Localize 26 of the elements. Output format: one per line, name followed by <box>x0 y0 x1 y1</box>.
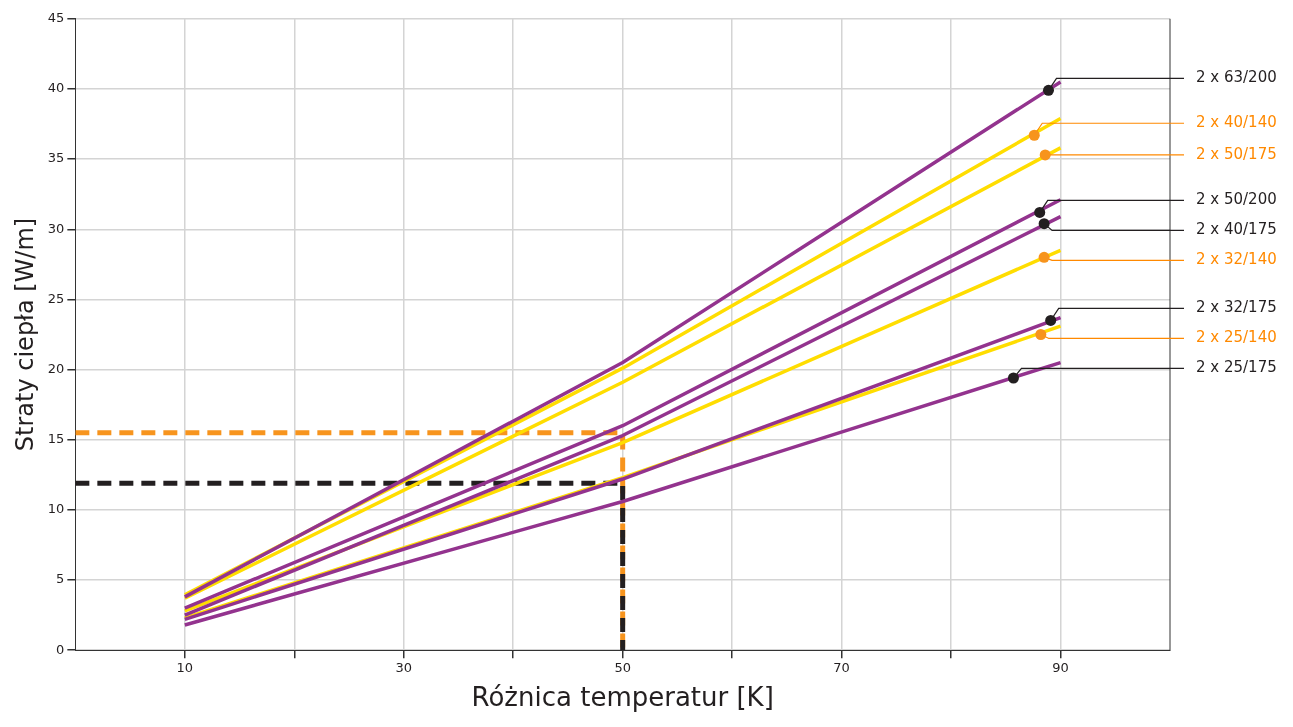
annotation: 2 x 40/140 <box>1196 113 1277 132</box>
x-tick-label: 90 <box>1052 660 1069 676</box>
x-tick-label: 30 <box>395 660 413 676</box>
y-tick-label: 25 <box>47 290 65 306</box>
y-tick-label: 40 <box>47 80 65 96</box>
x-tick-label: 50 <box>614 660 631 676</box>
x-tick-label: 10 <box>176 660 194 676</box>
y-axis-title: Straty ciepła [W/m] <box>10 217 39 452</box>
annotation: 2 x 50/200 <box>1196 190 1277 209</box>
x-axis-title: Różnica temperatur [K] <box>471 682 774 713</box>
y-tick-label: 45 <box>47 10 65 26</box>
annotation: 2 x 32/175 <box>1196 298 1277 317</box>
y-tick-label: 5 <box>56 571 65 587</box>
y-tick-label: 35 <box>47 150 65 166</box>
annotation: 2 x 32/140 <box>1196 250 1277 269</box>
y-tick-label: 15 <box>47 431 65 447</box>
y-tick-label: 10 <box>47 501 65 517</box>
annotation: 2 x 50/175 <box>1196 144 1277 163</box>
y-tick-label: 20 <box>47 360 65 376</box>
y-tick-label: 30 <box>47 220 65 236</box>
y-tick-label: 0 <box>56 641 65 657</box>
annotation: 2 x 25/140 <box>1196 328 1277 347</box>
annotation: 2 x 25/175 <box>1196 358 1277 377</box>
x-tick-label: 70 <box>833 660 850 676</box>
annotation: 2 x 40/175 <box>1196 220 1277 239</box>
annotation: 2 x 63/200 <box>1196 68 1277 87</box>
